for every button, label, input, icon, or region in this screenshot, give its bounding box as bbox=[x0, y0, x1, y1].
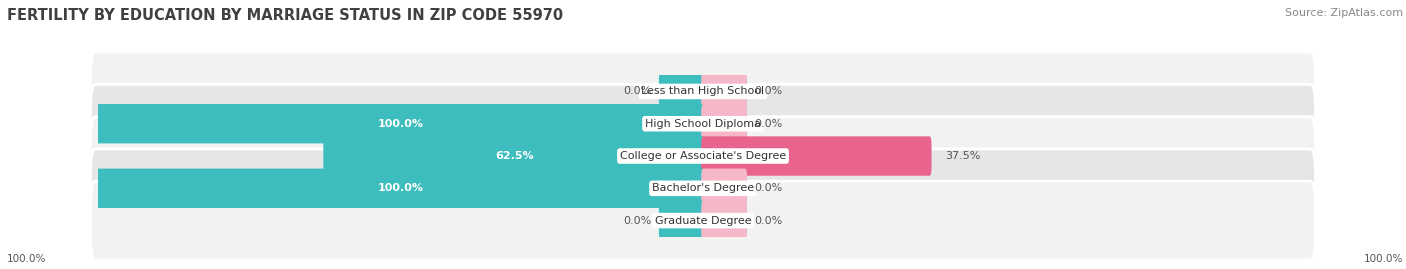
Text: 37.5%: 37.5% bbox=[945, 151, 980, 161]
FancyBboxPatch shape bbox=[90, 84, 1316, 163]
Text: College or Associate's Degree: College or Associate's Degree bbox=[620, 151, 786, 161]
Text: 0.0%: 0.0% bbox=[623, 215, 651, 226]
Text: FERTILITY BY EDUCATION BY MARRIAGE STATUS IN ZIP CODE 55970: FERTILITY BY EDUCATION BY MARRIAGE STATU… bbox=[7, 8, 564, 23]
Text: Source: ZipAtlas.com: Source: ZipAtlas.com bbox=[1285, 8, 1403, 18]
FancyBboxPatch shape bbox=[97, 104, 704, 143]
Text: 0.0%: 0.0% bbox=[755, 183, 783, 193]
FancyBboxPatch shape bbox=[702, 72, 747, 111]
FancyBboxPatch shape bbox=[323, 136, 704, 176]
Text: 100.0%: 100.0% bbox=[378, 119, 423, 129]
FancyBboxPatch shape bbox=[90, 52, 1316, 131]
Text: Less than High School: Less than High School bbox=[641, 86, 765, 97]
FancyBboxPatch shape bbox=[659, 72, 704, 111]
FancyBboxPatch shape bbox=[90, 117, 1316, 195]
Text: 100.0%: 100.0% bbox=[378, 183, 423, 193]
Text: 100.0%: 100.0% bbox=[7, 254, 46, 264]
Text: 0.0%: 0.0% bbox=[623, 86, 651, 97]
FancyBboxPatch shape bbox=[97, 169, 704, 208]
FancyBboxPatch shape bbox=[90, 181, 1316, 260]
FancyBboxPatch shape bbox=[659, 201, 704, 240]
FancyBboxPatch shape bbox=[702, 201, 747, 240]
Text: 62.5%: 62.5% bbox=[495, 151, 533, 161]
Text: 0.0%: 0.0% bbox=[755, 86, 783, 97]
Text: High School Diploma: High School Diploma bbox=[645, 119, 761, 129]
Text: 0.0%: 0.0% bbox=[755, 215, 783, 226]
Text: 0.0%: 0.0% bbox=[755, 119, 783, 129]
FancyBboxPatch shape bbox=[702, 104, 747, 143]
Text: Graduate Degree: Graduate Degree bbox=[655, 215, 751, 226]
FancyBboxPatch shape bbox=[702, 136, 932, 176]
FancyBboxPatch shape bbox=[702, 169, 747, 208]
Text: 100.0%: 100.0% bbox=[1364, 254, 1403, 264]
Text: Bachelor's Degree: Bachelor's Degree bbox=[652, 183, 754, 193]
FancyBboxPatch shape bbox=[90, 149, 1316, 228]
